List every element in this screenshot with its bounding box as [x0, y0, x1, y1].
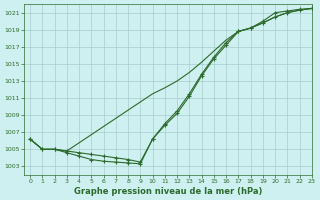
X-axis label: Graphe pression niveau de la mer (hPa): Graphe pression niveau de la mer (hPa): [74, 187, 262, 196]
